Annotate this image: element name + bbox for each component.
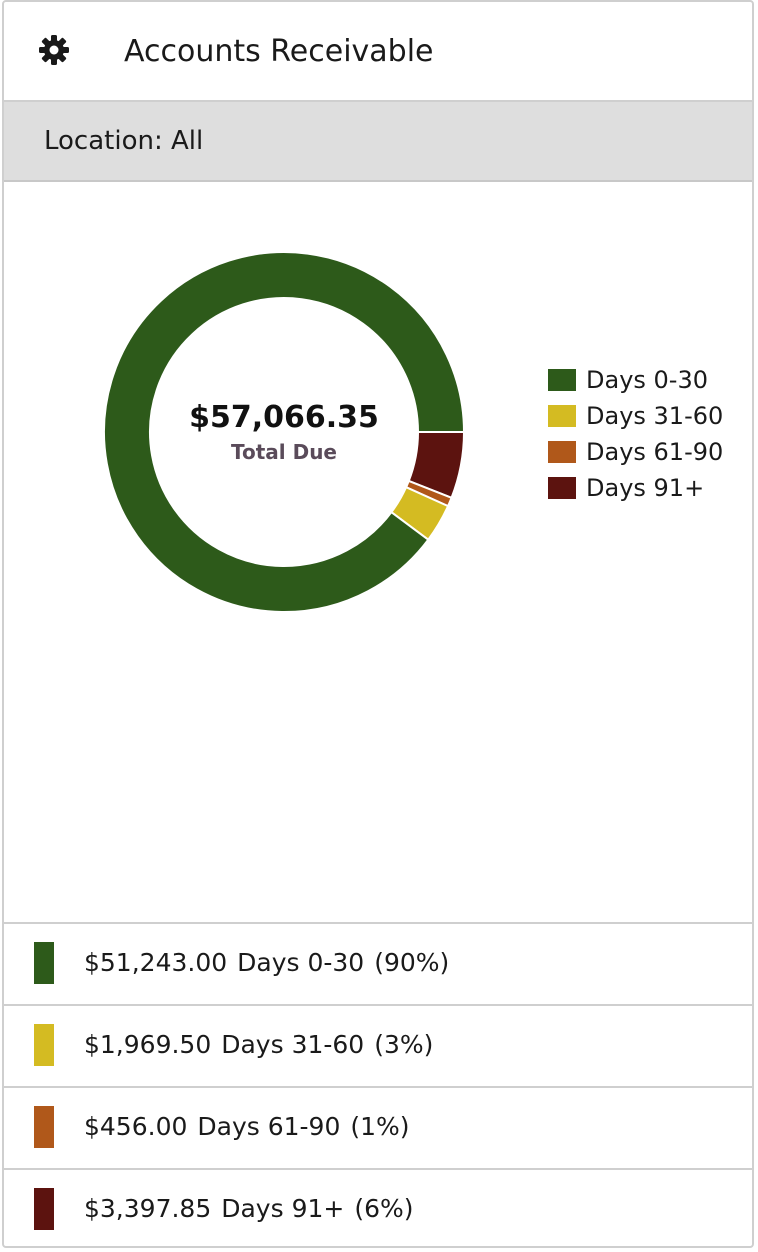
aging-row[interactable]: $51,243.00 Days 0-30 (90%) [4, 922, 752, 1004]
row-label: Days 91+ [221, 1194, 345, 1223]
aging-row[interactable]: $3,397.85 Days 91+ (6%) [4, 1168, 752, 1250]
card-header: Accounts Receivable [4, 2, 752, 102]
legend-label: Days 61-90 [586, 438, 724, 466]
row-color-swatch [34, 1188, 54, 1230]
legend-swatch [548, 369, 576, 391]
row-text: $456.00 Days 61-90 (1%) [84, 1109, 420, 1145]
legend-label: Days 31-60 [586, 402, 724, 430]
row-label: Days 61-90 [197, 1112, 341, 1141]
row-text: $51,243.00 Days 0-30 (90%) [84, 945, 459, 981]
row-amount: $3,397.85 [84, 1194, 212, 1223]
legend-label: Days 91+ [586, 474, 705, 502]
row-percent: (3%) [374, 1030, 434, 1059]
row-label: Days 31-60 [221, 1030, 365, 1059]
chart-area: $57,066.35 Total Due Days 0-30 Days 31-6… [4, 182, 752, 922]
row-amount: $51,243.00 [84, 948, 228, 977]
donut-slice-days-0-30[interactable] [103, 251, 466, 613]
legend-swatch [548, 405, 576, 427]
legend-swatch [548, 441, 576, 463]
donut-chart [103, 251, 466, 613]
row-text: $3,397.85 Days 91+ (6%) [84, 1191, 424, 1227]
legend-swatch [548, 477, 576, 499]
row-amount: $1,969.50 [84, 1030, 212, 1059]
aging-row[interactable]: $1,969.50 Days 31-60 (3%) [4, 1004, 752, 1086]
row-color-swatch [34, 942, 54, 984]
legend-item[interactable]: Days 61-90 [548, 434, 723, 470]
chart-legend: Days 0-30 Days 31-60 Days 61-90 Days 91+ [548, 362, 723, 506]
row-text: $1,969.50 Days 31-60 (3%) [84, 1027, 443, 1063]
card-title: Accounts Receivable [124, 34, 434, 69]
total-due-label: Total Due [230, 440, 337, 464]
legend-item[interactable]: Days 91+ [548, 470, 723, 506]
row-label: Days 0-30 [237, 948, 365, 977]
total-due-value: $57,066.35 [189, 400, 379, 435]
aging-breakdown-list: $51,243.00 Days 0-30 (90%) $1,969.50 Days 3… [4, 922, 752, 1250]
row-amount: $456.00 [84, 1112, 188, 1141]
legend-item[interactable]: Days 0-30 [548, 362, 723, 398]
legend-label: Days 0-30 [586, 366, 708, 394]
row-percent: (1%) [350, 1112, 410, 1141]
location-filter-label: Location: All [44, 126, 204, 156]
row-percent: (90%) [374, 948, 450, 977]
gear-icon[interactable] [36, 32, 72, 68]
row-color-swatch [34, 1106, 54, 1148]
location-filter[interactable]: Location: All [4, 102, 752, 182]
row-color-swatch [34, 1024, 54, 1066]
legend-item[interactable]: Days 31-60 [548, 398, 723, 434]
row-percent: (6%) [354, 1194, 414, 1223]
aging-row[interactable]: $456.00 Days 61-90 (1%) [4, 1086, 752, 1168]
